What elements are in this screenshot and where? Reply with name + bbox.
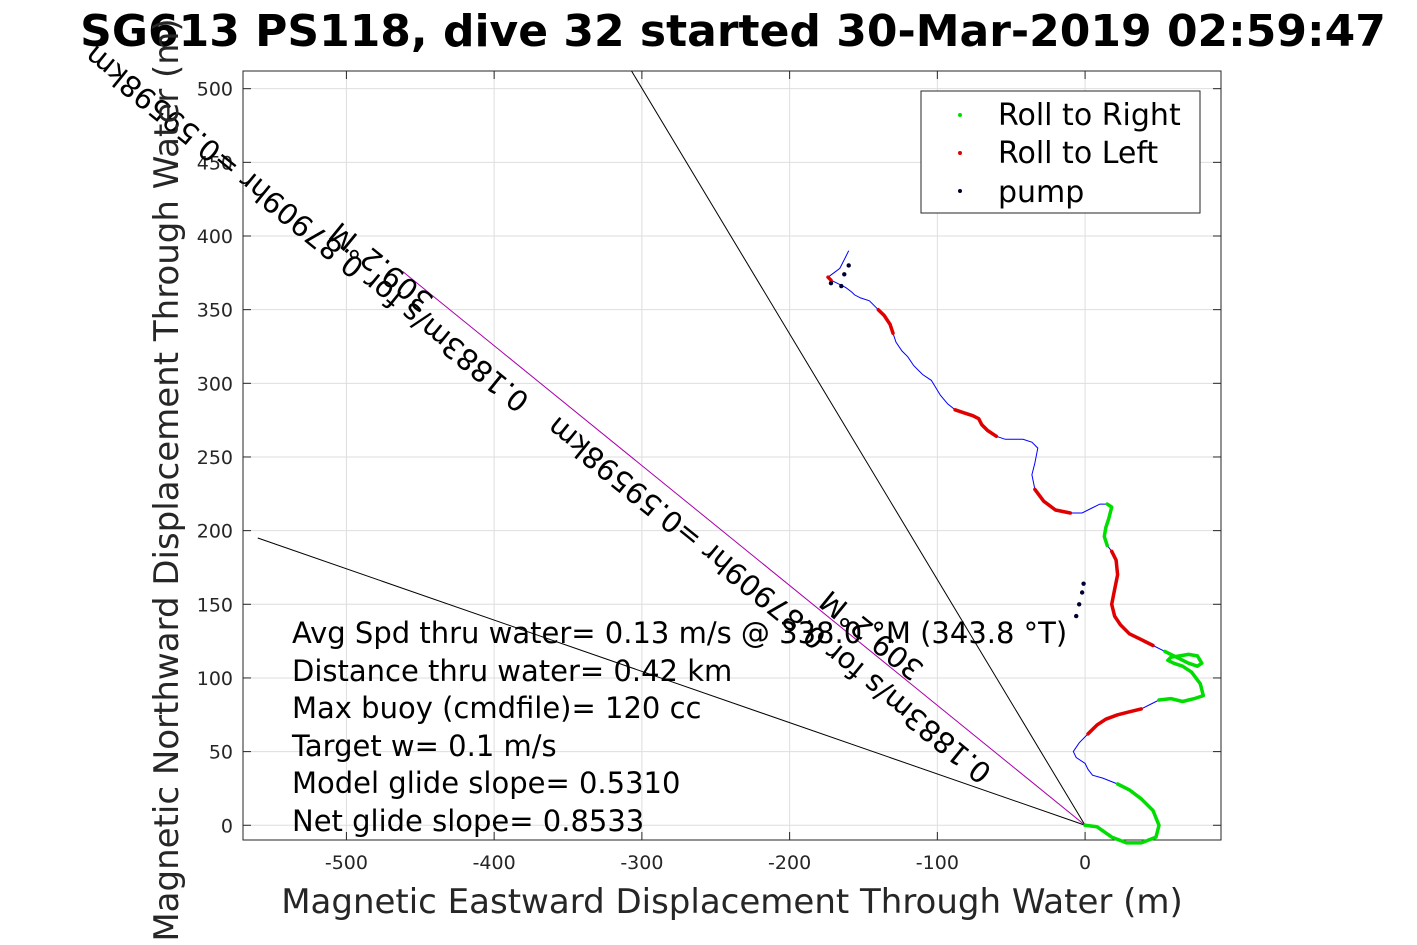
- annotation-distance: Distance thru water= 0.42 km: [292, 654, 732, 688]
- pump-point: [828, 280, 834, 286]
- legend-box: [920, 90, 1201, 214]
- roll-left-segment: [953, 408, 999, 439]
- pump-point: [1079, 590, 1085, 595]
- roll-right-segment: [1102, 502, 1114, 548]
- roll-right-segment: [1157, 649, 1206, 704]
- annotation-target-w: Target w= 0.1 m/s: [291, 729, 557, 763]
- legend-label-roll-left: Roll to Left: [998, 136, 1158, 171]
- annotation-max-buoy: Max buoy (cmdfile)= 120 cc: [292, 691, 701, 725]
- pump-point: [1076, 602, 1082, 607]
- legend: Roll to Right Roll to Left pump: [920, 90, 1201, 214]
- roll-left-segment: [1086, 707, 1143, 736]
- y-tick-label: 500: [197, 79, 233, 101]
- plot-frame: [242, 70, 1222, 841]
- pump-point: [846, 263, 851, 268]
- pump-point: [839, 283, 844, 289]
- legend-label-pump: pump: [998, 175, 1084, 210]
- annotation-net-glide: Net glide slope= 0.8533: [292, 804, 644, 838]
- net-displacement: [402, 270, 1086, 826]
- y-tick-label: 400: [197, 226, 233, 248]
- roll-right-segment: [1083, 782, 1161, 845]
- annotation-model-glide: Model glide slope= 0.5310: [292, 766, 680, 800]
- x-tick-label: -100: [916, 852, 959, 874]
- x-tick-label: -300: [620, 852, 663, 874]
- heading-line-1: [631, 70, 1086, 826]
- roll-left-segment: [1033, 487, 1073, 515]
- x-tick-label: -400: [473, 852, 516, 874]
- roll-left-segment: [826, 275, 833, 282]
- chart-title: SG613 PS118, dive 32 started 30-Mar-2019…: [80, 6, 1386, 57]
- x-tick-label: 0: [1079, 852, 1091, 874]
- legend-marker-pump: [958, 189, 962, 193]
- annotation-avg-speed: Avg Spd thru water= 0.13 m/s @ 338.0 °M …: [292, 616, 1067, 650]
- y-axis-label: Magnetic Northward Displacement Through …: [147, 18, 187, 941]
- y-tick-label: 350: [197, 300, 233, 322]
- y-tick-label: 100: [197, 668, 233, 690]
- stats-annotations: Avg Spd thru water= 0.13 m/s @ 338.0 °M …: [291, 616, 1067, 838]
- heading-line-2: [257, 537, 1086, 826]
- legend-marker-roll-left: [958, 151, 962, 155]
- pump-point: [1074, 613, 1079, 619]
- x-tick-label: -500: [325, 852, 368, 874]
- roll-left-segment: [1109, 549, 1155, 648]
- y-tick-label: 250: [197, 447, 233, 469]
- roll-left-segment: [876, 307, 895, 335]
- pump-point: [842, 272, 847, 277]
- pump-point: [1081, 581, 1086, 586]
- y-tick-label: 150: [197, 594, 233, 616]
- legend-marker-roll-right: [958, 113, 962, 117]
- x-axis-label: Magnetic Eastward Displacement Through W…: [281, 882, 1183, 922]
- x-tick-label: -200: [768, 852, 811, 874]
- legend-label-roll-right: Roll to Right: [998, 98, 1181, 133]
- y-tick-label: 450: [197, 152, 233, 174]
- y-tick-label: 0: [221, 815, 233, 837]
- y-tick-label: 300: [197, 373, 233, 395]
- y-tick-label: 50: [209, 742, 233, 764]
- y-tick-label: 200: [197, 521, 233, 543]
